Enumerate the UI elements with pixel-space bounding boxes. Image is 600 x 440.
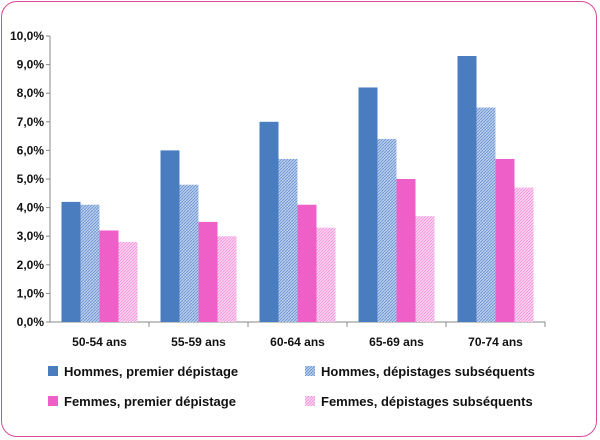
bars xyxy=(61,56,534,323)
bar xyxy=(514,187,534,322)
y-tick-label: 0,0% xyxy=(17,315,45,329)
legend-label: Femmes, dépistages subséquents xyxy=(321,394,533,409)
bar xyxy=(457,56,477,323)
y-tick-label: 2,0% xyxy=(17,258,45,272)
legend-swatch xyxy=(305,396,315,406)
bar xyxy=(415,216,435,322)
x-tick-label: 60-64 ans xyxy=(270,335,325,349)
legend-label: Femmes, premier dépistage xyxy=(64,394,236,409)
x-tick-label: 70-74 ans xyxy=(468,335,523,349)
y-tick-label: 6,0% xyxy=(17,143,45,157)
bar xyxy=(476,107,496,322)
bar xyxy=(278,158,298,322)
legend-label: Hommes, dépistages subséquents xyxy=(321,364,535,379)
y-tick-label: 10,0% xyxy=(10,29,44,43)
y-tick-label: 8,0% xyxy=(17,86,45,100)
bar xyxy=(160,150,180,322)
bar xyxy=(358,87,378,322)
bar xyxy=(179,184,199,322)
bar xyxy=(297,204,317,322)
x-tick-label: 65-69 ans xyxy=(369,335,424,349)
y-tick-label: 9,0% xyxy=(17,58,45,72)
y-tick-label: 3,0% xyxy=(17,229,45,243)
y-tick-label: 5,0% xyxy=(17,172,45,186)
axes: 0,0% 1,0% 2,0% 3,0% 4,0% 5,0% 6,0% 7,0% 8,0% 9,0%… xyxy=(10,29,546,349)
bar xyxy=(316,227,336,322)
bar xyxy=(217,236,237,322)
bar xyxy=(118,241,138,322)
bar xyxy=(495,158,515,322)
bar xyxy=(99,230,119,322)
legend-swatch xyxy=(48,366,58,376)
legend-swatch xyxy=(48,396,58,406)
bar xyxy=(396,179,416,322)
x-tick-label: 50-54 ans xyxy=(72,335,127,349)
bar xyxy=(377,138,397,322)
x-tick-label: 55-59 ans xyxy=(171,335,226,349)
legend-label: Hommes, premier dépistage xyxy=(64,364,238,379)
bar xyxy=(198,221,218,322)
legend: Hommes, premier dépistage Hommes, dépista… xyxy=(48,364,535,409)
bar xyxy=(61,201,81,322)
y-tick-label: 1,0% xyxy=(17,286,45,300)
legend-swatch xyxy=(305,366,315,376)
bar xyxy=(80,204,100,322)
y-tick-label: 4,0% xyxy=(17,201,45,215)
bar xyxy=(259,121,279,322)
y-tick-label: 7,0% xyxy=(17,115,45,129)
